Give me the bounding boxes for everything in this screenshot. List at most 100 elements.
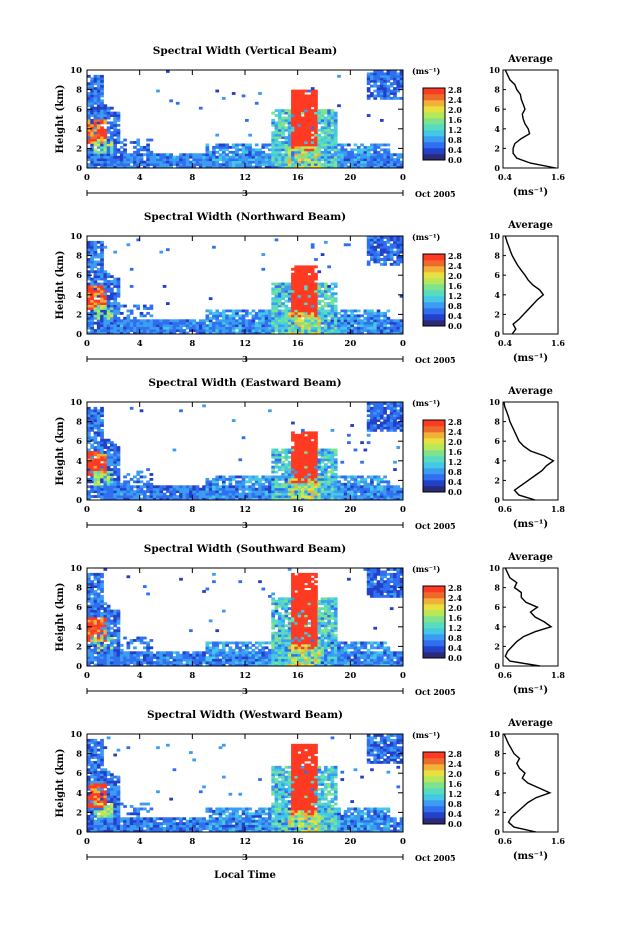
heatmap-cell (314, 92, 318, 95)
heatmap-cell (248, 153, 252, 157)
heatmap-cell (90, 643, 94, 647)
heatmap-cell (221, 160, 226, 164)
heatmap-cell (363, 448, 368, 452)
heatmap-cell (119, 656, 124, 660)
heatmap-cell (347, 314, 351, 318)
heatmap-cell (90, 87, 94, 90)
heatmap-cell (205, 646, 210, 650)
heatmap-cell (399, 260, 404, 264)
heatmap-cell (271, 451, 276, 454)
heatmap-cell (297, 482, 302, 486)
heatmap-cell (297, 143, 302, 147)
heatmap-cell (106, 619, 111, 623)
heatmap-cell (136, 661, 141, 664)
heatmap-cell (129, 658, 134, 662)
heatmap-cell (149, 495, 154, 498)
heatmap-cell (241, 165, 246, 169)
heatmap-cell (212, 245, 216, 249)
heatmap-cell (386, 402, 391, 405)
heatmap-cell (205, 482, 210, 486)
heatmap-cell (116, 453, 121, 457)
heatmap-cell (284, 490, 289, 494)
colorbar-band (423, 456, 445, 463)
heatmap-cell (162, 329, 167, 332)
heatmap-cell (90, 572, 94, 576)
heatmap-cell (119, 490, 124, 494)
heatmap-cell (300, 311, 305, 315)
heatmap-cell (248, 492, 252, 496)
heatmap-cell (93, 272, 98, 276)
heatmap-cell (317, 294, 322, 298)
heatmap-cell (340, 482, 345, 486)
heatmap-cell (93, 617, 98, 620)
heatmap-cell (136, 497, 141, 501)
heatmap-cell (110, 639, 114, 642)
heatmap-cell (248, 324, 252, 328)
heatmap-cell (248, 133, 252, 137)
heatmap-cell (215, 492, 220, 496)
heatmap-cell (87, 153, 91, 157)
heatmap-cell (386, 87, 391, 90)
heatmap-cell (333, 329, 338, 332)
heatmap-cell (383, 475, 387, 479)
heatmap-cell (294, 287, 299, 291)
heatmap-cell (90, 477, 94, 481)
heatmap-cell (310, 275, 315, 279)
heatmap-cell (300, 143, 305, 147)
heatmap-cell (271, 165, 276, 169)
heatmap-cell (221, 646, 226, 650)
heatmap-cell (340, 329, 345, 332)
heatmap-cell (399, 319, 404, 323)
heatmap-cell (307, 443, 312, 447)
average-frame (502, 401, 559, 501)
heatmap-cell (93, 280, 98, 283)
heatmap-cell (116, 133, 121, 137)
heatmap-cell (93, 160, 98, 164)
heatmap-cell (284, 455, 289, 459)
heatmap-cell (324, 143, 328, 147)
heatmap-cell (310, 311, 315, 315)
heatmap-cell (258, 497, 262, 501)
heatmap-cell (376, 160, 381, 164)
heatmap-cell (294, 311, 299, 315)
heatmap-cell (215, 495, 220, 498)
heatmap-cell (379, 143, 384, 147)
heatmap-cell (221, 329, 226, 332)
heatmap-cell (93, 277, 98, 281)
heatmap-cell (212, 155, 216, 159)
heatmap-cell (327, 155, 331, 159)
heatmap-cell (129, 321, 134, 325)
date-label: Oct 2005 (415, 189, 456, 199)
heatmap-cell (93, 482, 98, 486)
heatmap-cell (294, 314, 299, 318)
heatmap-cell (139, 321, 144, 325)
heatmap-cell (96, 319, 101, 323)
heatmap-cell (96, 582, 101, 586)
heatmap-cell (304, 319, 308, 323)
heatmap-cell (314, 265, 318, 269)
heatmap-cell (231, 145, 236, 149)
heatmap-cell (396, 321, 401, 325)
heatmap-cell (350, 482, 355, 486)
heatmap-cell (126, 324, 131, 328)
heatmap-cell (373, 253, 378, 256)
heatmap-cell (399, 243, 404, 247)
heatmap-cell (93, 321, 98, 325)
heatmap-cell (235, 155, 239, 159)
heatmap-cell (162, 153, 167, 157)
heatmap-cell (254, 163, 259, 166)
heatmap-cell (347, 155, 351, 159)
heatmap-cell (215, 648, 220, 652)
heatmap-cell (297, 299, 302, 303)
heatmap-cell (96, 292, 101, 296)
heatmap-cell (106, 463, 111, 467)
heatmap-cell (116, 470, 121, 474)
heatmap-cell (284, 319, 289, 323)
heatmap-cell (179, 321, 183, 325)
heatmap-cell (264, 324, 269, 328)
heatmap-cell (330, 463, 335, 467)
average-x-tick-label: 0.4 (498, 338, 512, 348)
heatmap-cell (343, 150, 348, 154)
heatmap-cell (113, 307, 118, 310)
heatmap-cell (175, 658, 180, 662)
